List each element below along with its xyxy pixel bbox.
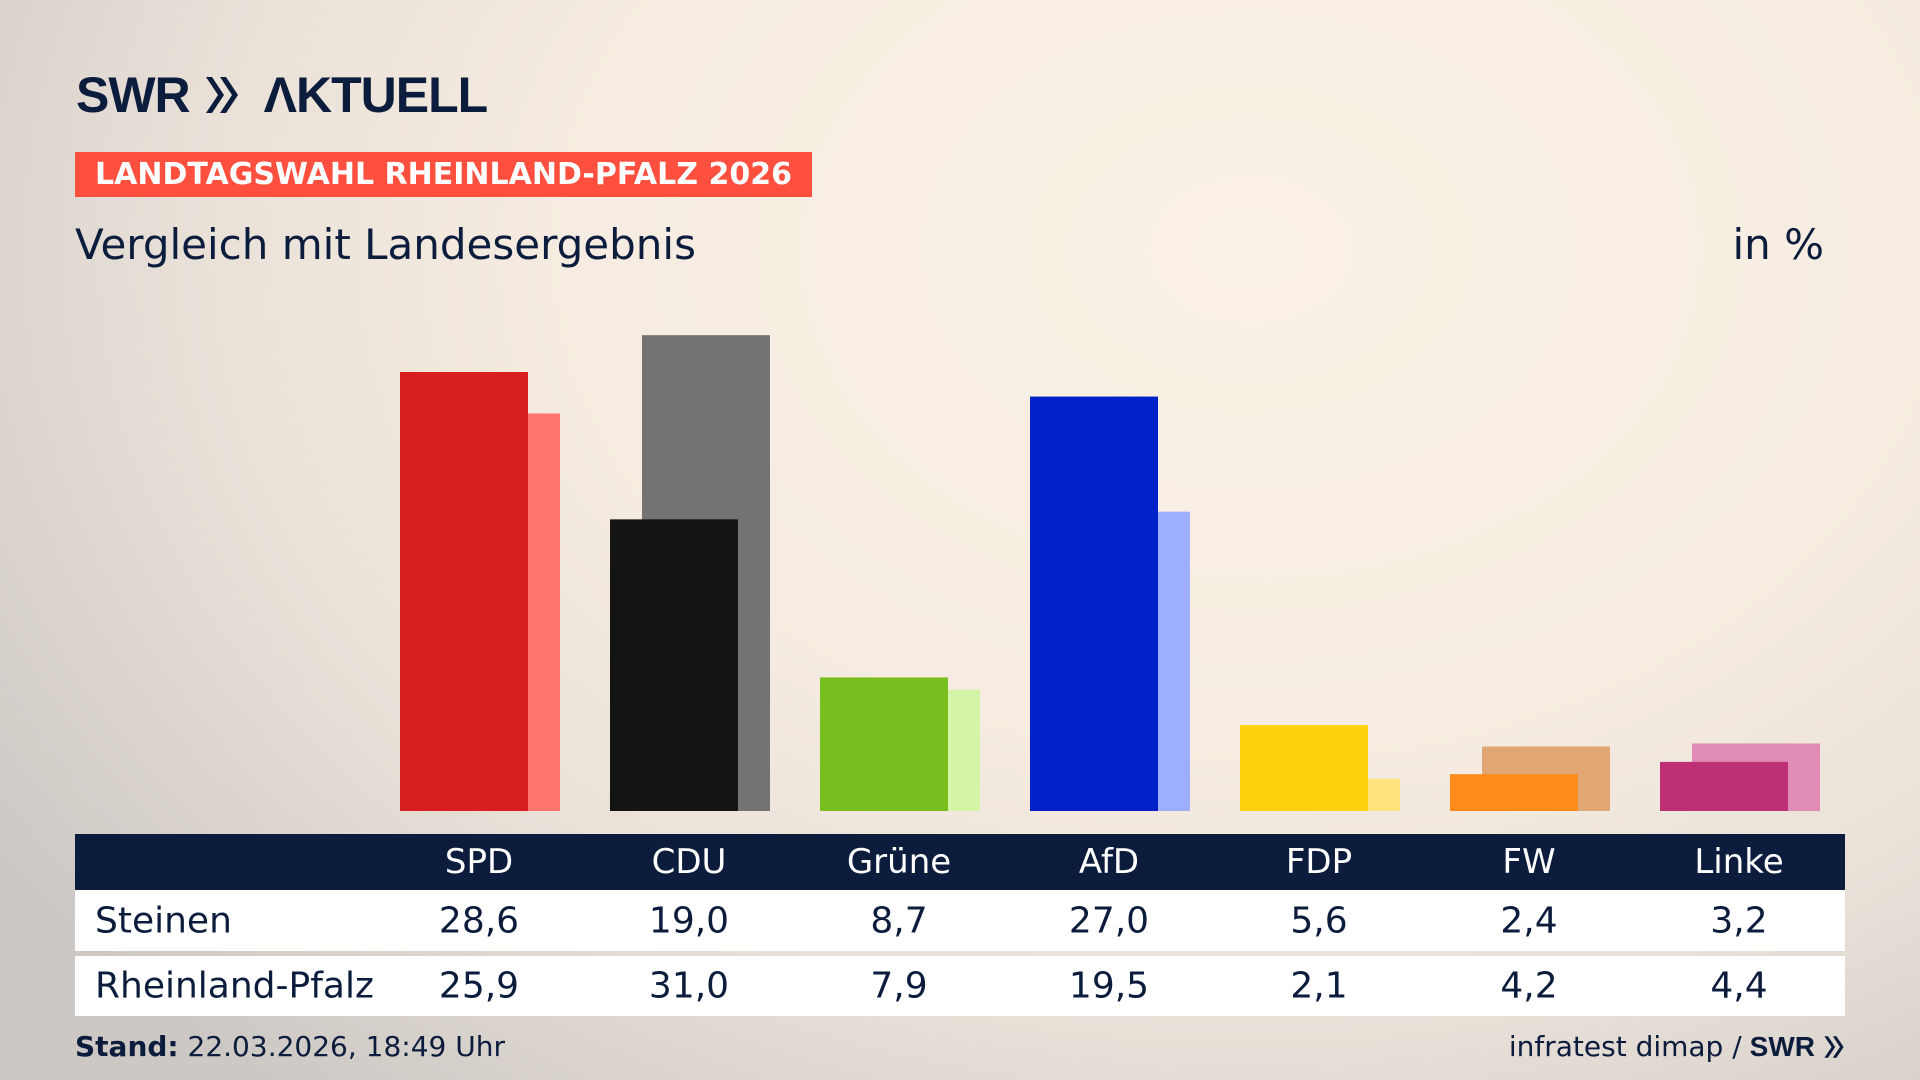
bar-afd-local [1030,396,1158,811]
row-label: Steinen [95,900,232,941]
table-cell: 4,4 [1710,965,1768,1007]
results-table: SPD CDU Grüne AfD FDP FW Linke Steinen 28,6 19,0… [75,834,1845,1016]
column-header: FDP [1285,842,1353,882]
table-cell: 4,2 [1500,965,1558,1007]
source: infratest dimap / SWR [1509,1030,1845,1063]
table-cell: 2,4 [1500,900,1558,941]
timestamp: Stand: 22.03.2026, 18:49 Uhr [75,1030,505,1063]
table-header: SPD CDU Grüne AfD FDP FW Linke [75,834,1845,890]
table-cell: 3,2 [1710,900,1768,941]
table-cell: 27,0 [1068,900,1150,941]
row-label: Rheinland-Pfalz [95,965,374,1007]
swr-aktuell-logo: SWR ΛKTUELL [76,67,488,123]
bar-linke-local [1660,761,1788,811]
bar-fw-local [1450,774,1578,811]
election-tag: LANDTAGSWAHL RHEINLAND-PFALZ 2026 [75,152,812,197]
table-cell: 5,6 [1290,900,1348,941]
table-cell: 19,5 [1068,965,1150,1007]
source-text: infratest dimap / [1508,1030,1742,1063]
bar-grüne-local [820,677,948,811]
stand-value: 22.03.2026, 18:49 Uhr [187,1030,505,1063]
table-cell: 31,0 [648,965,730,1007]
stand-label: Stand: [75,1030,179,1063]
column-header: Linke [1694,842,1784,882]
table-cell: 7,9 [870,965,928,1007]
chart-subtitle: Vergleich mit Landesergebnis [75,220,696,269]
column-header: SPD [444,842,514,882]
swr-logo-small: SWR [1749,1030,1815,1062]
unit-label: in % [1732,220,1824,269]
column-header: CDU [651,842,727,882]
table-cell: 25,9 [438,965,520,1007]
column-header: AfD [1078,842,1140,882]
bar-cdu-local [610,519,738,811]
table-cell: 8,7 [870,900,928,941]
column-header: FW [1502,842,1556,882]
column-header: Grüne [846,842,952,882]
bar-fdp-local [1240,725,1368,811]
table-row: Rheinland-Pfalz 25,9 31,0 7,9 19,5 2,1 4,2 4,4 [75,956,1845,1016]
double-chevron-icon [1824,1035,1844,1058]
table-row: Steinen 28,6 19,0 8,7 27,0 5,6 2,4 3,2 [75,890,1845,951]
table-cell: 2,1 [1290,965,1348,1007]
bar-spd-local [400,371,528,811]
table-cell: 19,0 [648,900,730,941]
table-cell: 28,6 [438,900,520,941]
double-chevron-icon [205,77,238,113]
